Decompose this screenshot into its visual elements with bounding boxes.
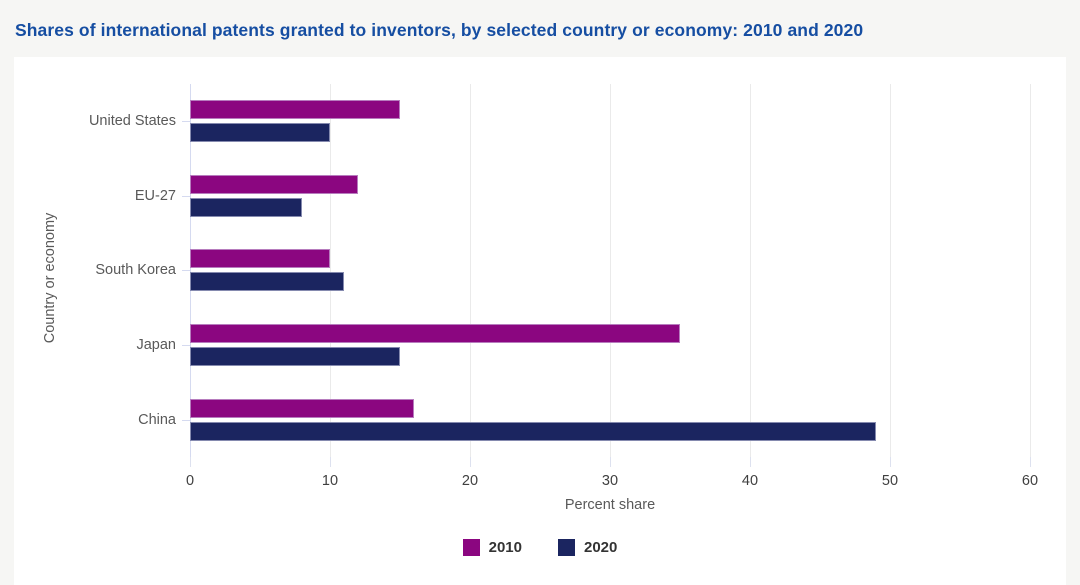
bar-2010-united-states[interactable] <box>190 100 400 120</box>
x-tick-label-60: 60 <box>1021 473 1039 489</box>
x-tick-label-0: 0 <box>185 473 195 489</box>
x-tick-0 <box>190 457 191 467</box>
x-tick-10 <box>329 457 331 467</box>
chart-card: Country or economy 0 10 20 30 40 50 60 United S… <box>14 57 1066 585</box>
x-tick-label-30: 30 <box>601 473 619 489</box>
bar-group-japan: Japan <box>136 308 1030 383</box>
legend-swatch-2010 <box>462 539 480 556</box>
x-axis-title: Percent share <box>564 497 656 513</box>
y-axis-title: Country or economy <box>42 212 58 344</box>
y-tick <box>182 195 190 197</box>
x-tick-50 <box>890 457 891 467</box>
y-tick <box>182 345 190 347</box>
bar-2010-china[interactable] <box>190 398 414 418</box>
category-label: United States <box>88 113 176 130</box>
legend-label-2020: 2020 <box>584 539 618 556</box>
legend-swatch-2020 <box>558 539 575 556</box>
bar-2020-united-states[interactable] <box>190 123 330 143</box>
bar-2010-japan[interactable] <box>190 324 680 344</box>
gridline-x-60 <box>1030 84 1031 457</box>
y-tick <box>182 419 190 421</box>
bar-2020-eu-27[interactable] <box>190 197 302 217</box>
category-label: China <box>138 411 176 428</box>
plot-area: 0 10 20 30 40 50 60 United States EU-27 South Kor… <box>89 84 1038 489</box>
category-label: EU-27 <box>134 187 176 204</box>
gridline-x-20 <box>469 84 471 457</box>
bar-2020-japan[interactable] <box>190 347 400 367</box>
x-tick-label-40: 40 <box>741 473 759 489</box>
bar-group-united-states: United States <box>89 84 1030 159</box>
bar-group-eu-27: EU-27 <box>135 159 1030 234</box>
bar-2020-south-korea[interactable] <box>190 272 344 292</box>
x-tick-60 <box>1030 457 1031 467</box>
x-tick-label-10: 10 <box>321 473 339 489</box>
y-tick <box>182 270 190 272</box>
x-tick-label-20: 20 <box>461 473 479 489</box>
gridline-x-10 <box>329 84 331 457</box>
x-tick-40 <box>749 457 751 467</box>
legend-label-2010: 2010 <box>488 539 522 556</box>
gridline-x-40 <box>749 84 751 457</box>
gridline-x-30 <box>610 84 611 457</box>
bar-2010-south-korea[interactable] <box>190 249 330 269</box>
category-label: Japan <box>136 337 176 354</box>
page-title: Shares of international patents granted … <box>15 19 864 40</box>
legend-item-2010[interactable]: 2010 <box>462 539 522 556</box>
y-axis-line <box>190 84 191 457</box>
bar-group-china: China <box>138 382 1030 457</box>
legend-item-2020[interactable]: 2020 <box>558 539 617 556</box>
bar-2020-china[interactable] <box>190 421 876 441</box>
bar-2010-eu-27[interactable] <box>190 174 358 194</box>
x-tick-label-50: 50 <box>881 473 899 489</box>
legend: 2010 2020 <box>14 539 1066 556</box>
y-tick <box>182 121 190 123</box>
x-tick-30 <box>610 457 611 467</box>
x-tick-20 <box>469 457 471 467</box>
gridline-x-50 <box>890 84 891 457</box>
bar-group-south-korea: South Korea <box>95 233 1030 308</box>
category-label: South Korea <box>95 262 176 279</box>
